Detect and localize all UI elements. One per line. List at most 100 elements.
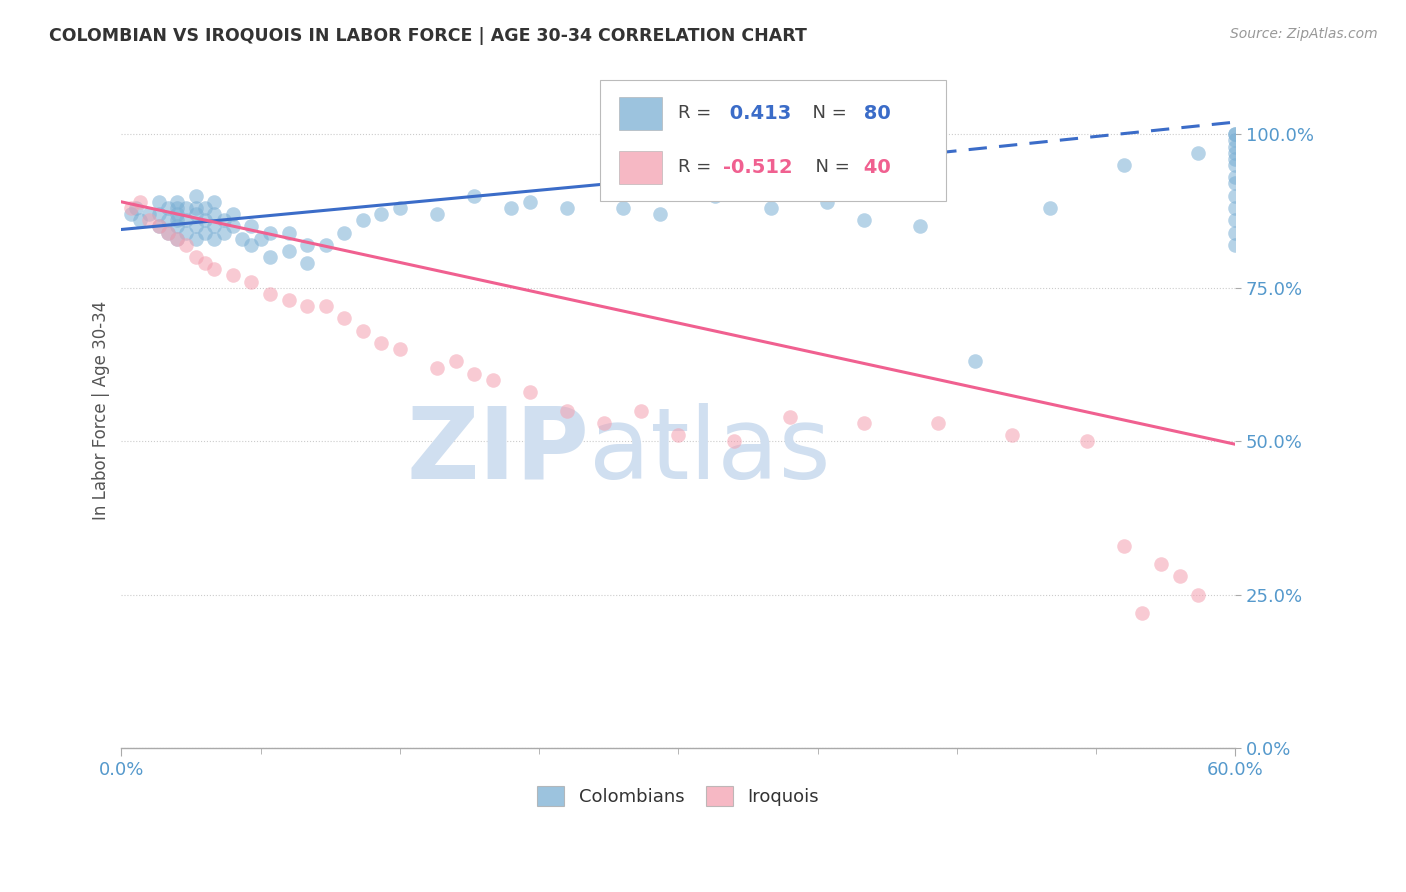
Y-axis label: In Labor Force | Age 30-34: In Labor Force | Age 30-34 [93, 301, 110, 520]
Text: N =: N = [801, 104, 846, 122]
Point [166, 232, 188, 246]
Point [176, 226, 198, 240]
Point [125, 201, 148, 215]
Point [759, 201, 782, 215]
Text: R =: R = [678, 104, 717, 122]
Point [231, 232, 253, 246]
Point [815, 194, 838, 209]
Point [388, 342, 411, 356]
Point [184, 219, 207, 234]
Point [194, 201, 217, 215]
Point [630, 403, 652, 417]
Text: N =: N = [804, 159, 851, 177]
Point [166, 201, 188, 215]
Point [120, 207, 142, 221]
Point [1112, 539, 1135, 553]
Point [148, 194, 170, 209]
Point [212, 226, 235, 240]
Point [1225, 226, 1247, 240]
Text: atlas: atlas [589, 402, 831, 500]
Point [202, 207, 225, 221]
Point [129, 194, 152, 209]
Point [852, 416, 875, 430]
Point [212, 213, 235, 227]
Point [202, 194, 225, 209]
Point [176, 213, 198, 227]
Point [1225, 177, 1247, 191]
Point [463, 188, 485, 202]
Point [202, 232, 225, 246]
Point [852, 213, 875, 227]
Point [426, 360, 449, 375]
Point [194, 256, 217, 270]
Point [176, 201, 198, 215]
Point [779, 409, 801, 424]
Point [1225, 139, 1247, 153]
Point [444, 354, 467, 368]
Point [370, 207, 392, 221]
Point [259, 226, 281, 240]
Point [176, 237, 198, 252]
Point [1225, 152, 1247, 166]
Point [1225, 201, 1247, 215]
Point [1168, 569, 1191, 583]
Point [184, 232, 207, 246]
Point [388, 201, 411, 215]
Point [333, 226, 356, 240]
Point [240, 219, 263, 234]
Point [1039, 201, 1062, 215]
Point [259, 250, 281, 264]
Point [166, 219, 188, 234]
Point [593, 416, 616, 430]
Point [295, 256, 318, 270]
FancyBboxPatch shape [619, 152, 662, 184]
Point [138, 207, 160, 221]
Point [908, 219, 931, 234]
Text: 80: 80 [856, 104, 890, 123]
Text: 40: 40 [856, 158, 890, 177]
Point [315, 299, 337, 313]
Point [277, 293, 299, 307]
Point [315, 237, 337, 252]
Point [648, 207, 671, 221]
Point [1112, 158, 1135, 172]
Point [222, 219, 245, 234]
Point [1225, 213, 1247, 227]
Point [202, 219, 225, 234]
Point [166, 213, 188, 227]
Point [277, 226, 299, 240]
Text: 0.413: 0.413 [723, 104, 792, 123]
Text: R =: R = [678, 159, 717, 177]
Point [481, 373, 503, 387]
Point [156, 226, 179, 240]
Point [194, 226, 217, 240]
Point [148, 219, 170, 234]
Point [927, 416, 949, 430]
Point [1225, 237, 1247, 252]
Point [156, 213, 179, 227]
Point [120, 201, 142, 215]
Point [184, 188, 207, 202]
Point [723, 434, 745, 449]
Text: -0.512: -0.512 [723, 158, 793, 177]
Point [1225, 158, 1247, 172]
Point [426, 207, 449, 221]
Point [129, 213, 152, 227]
Point [612, 201, 634, 215]
Point [463, 367, 485, 381]
Point [277, 244, 299, 258]
Point [519, 194, 541, 209]
Point [295, 299, 318, 313]
Point [156, 226, 179, 240]
Point [1225, 128, 1247, 142]
Point [148, 219, 170, 234]
Point [1225, 128, 1247, 142]
Point [1132, 606, 1154, 620]
Point [166, 194, 188, 209]
Point [519, 385, 541, 400]
Point [704, 188, 727, 202]
Point [166, 207, 188, 221]
Point [194, 213, 217, 227]
Point [1076, 434, 1098, 449]
Point [138, 213, 160, 227]
